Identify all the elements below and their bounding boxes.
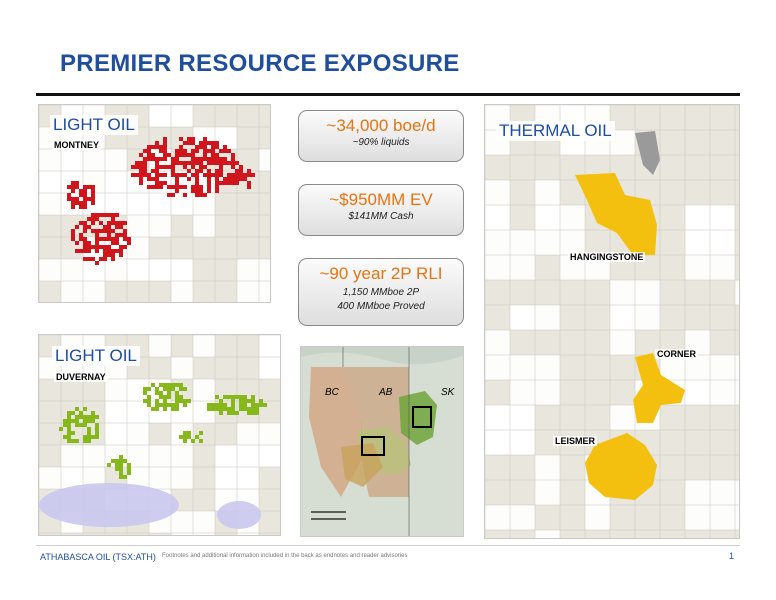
province-bc-label: BC [325,387,339,398]
montney-map: LIGHT OIL MONTNEY [38,104,271,303]
place-hangingstone-label: HANGINGSTONE [568,252,646,262]
duvernay-map: LIGHT OIL DUVERNAY [38,334,281,536]
stat-box-production: ~34,000 boe/d ~90% liquids [298,110,464,162]
page-number: 1 [729,551,735,561]
stat-box-ev: ~$950MM EV $141MM Cash [298,184,464,236]
thermal-map: THERMAL OIL HANGINGSTONE CORNER LEISMER [484,104,740,539]
province-sk-label: SK [441,387,455,398]
duvernay-map-graphic [39,335,280,535]
title-divider [36,93,740,96]
stat-ev-value: ~$950MM EV [329,190,433,209]
footer-note: Footnotes and additional information inc… [162,553,408,559]
place-leismer-label: LEISMER [553,436,598,446]
slide-title: PREMIER RESOURCE EXPOSURE [60,50,460,77]
stat-production-detail: ~90% liquids [352,137,410,148]
stat-rli-detail-2p: 1,150 MMboe 2P [342,287,420,298]
stat-ev-detail: $141MM Cash [348,211,414,222]
stat-rli-detail-proved: 400 MMboe Proved [337,301,425,312]
regional-map-graphic [301,347,463,536]
duvernay-map-title: LIGHT OIL [52,346,140,366]
duvernay-area-label: DUVERNAY [54,372,108,382]
place-corner-label: CORNER [655,349,699,359]
stat-rli-value: ~90 year 2P RLI [319,264,443,283]
province-ab-label: AB [379,387,393,398]
footer-company: ATHABASCA OIL (TSX:ATH) [40,552,156,562]
regional-map: BC AB SK [300,346,464,537]
stat-box-rli: ~90 year 2P RLI 1,150 MMboe 2P 400 MMboe… [298,258,464,326]
stat-production-value: ~34,000 boe/d [326,116,436,135]
montney-map-title: LIGHT OIL [50,115,138,135]
montney-area-label: MONTNEY [52,140,101,150]
thermal-map-graphic [485,105,739,538]
montney-map-graphic [39,105,270,302]
thermal-map-title: THERMAL OIL [496,121,615,141]
footer-divider [36,545,740,546]
